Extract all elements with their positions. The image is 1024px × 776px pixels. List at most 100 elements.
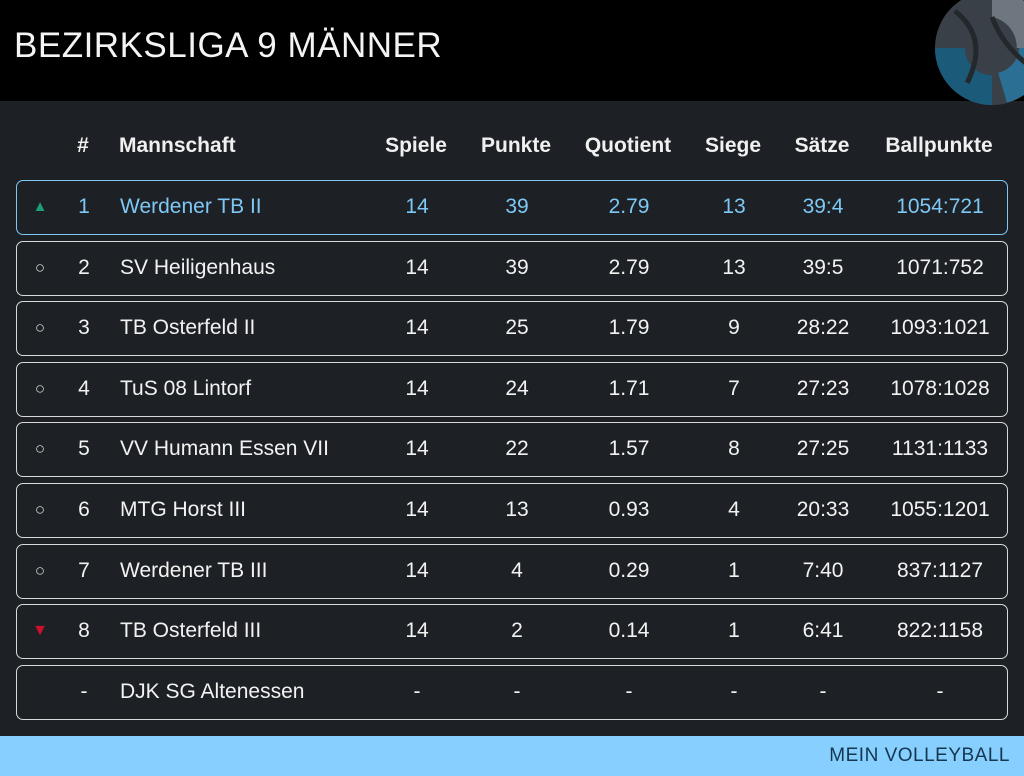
neutral-circle-icon: ○ [34,257,46,277]
ballpoints-cell: 1055:1201 [890,498,990,521]
sets-cell: 28:22 [796,316,850,340]
header-bar: BEZIRKSLIGA 9 MÄNNER [0,0,1024,106]
sets-cell: 39:4 [802,195,844,218]
column-quotient-header: Quotient [584,134,672,157]
table-row[interactable]: ▼ 8 TB Osterfeld III 14 2 0.14 1 6:41 822:1158 [16,604,1008,660]
quotient-cell: - [625,679,633,703]
footer-bar: MEIN VOLLEYBALL [0,736,1024,776]
ballpoints-cell: 1093:1021 [890,316,990,340]
points-cell: 24 [505,376,529,400]
team-name-cell: SV Heiligenhaus [120,255,276,279]
ballpoints-cell: 837:1127 [896,558,984,582]
column-team-header: Mannschaft [119,134,236,157]
points-cell: - [513,679,521,703]
quotient-cell: 1.79 [608,316,650,340]
neutral-circle-icon: ○ [34,500,46,519]
rank-cell: 3 [78,316,90,340]
sets-cell: 27:23 [796,376,850,400]
sets-cell: 6:41 [802,619,844,643]
points-cell: 22 [505,437,529,461]
column-wins-header: Siege [704,134,762,157]
wins-cell: - [730,679,738,703]
ballpoints-cell: 1131:1133 [891,437,989,461]
neutral-circle-icon [25,674,55,710]
page-title: BEZIRKSLIGA 9 MÄNNER [14,26,443,65]
team-name-cell: Werdener TB III [120,558,268,582]
column-games-header: Spiele [385,134,447,157]
points-cell: 4 [511,558,523,582]
wins-cell: 9 [728,316,740,340]
neutral-circle-icon: ○ [34,318,46,338]
sets-cell: 27:25 [796,437,850,461]
table-row[interactable]: - DJK SG Altenessen - - - - - - [16,664,1008,720]
ballpoints-cell: - [936,679,944,703]
quotient-cell: 0.93 [608,498,650,521]
points-cell: 13 [505,498,529,521]
sets-cell: 20:33 [796,498,850,521]
rank-cell: 4 [78,376,90,400]
team-name-cell: DJK SG Altenessen [120,679,305,703]
sets-cell: 7:40 [802,558,844,582]
rank-cell: - [80,679,88,703]
games-cell: 14 [405,437,429,461]
table-row[interactable]: ○ 5 VV Humann Essen VII 14 22 1.57 8 27:25 1131:… [16,422,1008,478]
points-cell: 2 [511,619,523,643]
wins-cell: 4 [728,498,740,521]
neutral-circle-icon: ○ [34,560,46,580]
quotient-cell: 0.14 [608,619,650,643]
games-cell: 14 [405,498,429,521]
games-cell: 14 [405,619,429,643]
wins-cell: 13 [722,255,746,279]
table-row[interactable]: ○ 7 Werdener TB III 14 4 0.29 1 7:40 837:1127 [16,543,1008,599]
team-name-cell: Werdener TB II [120,195,262,218]
table-row[interactable]: ○ 4 TuS 08 Lintorf 14 24 1.71 7 27:23 1078:1028 [16,361,1008,417]
relegation-arrow-icon: ▼ [32,622,48,640]
table-row[interactable]: ○ 2 SV Heiligenhaus 14 39 2.79 13 39:5 1071:752 [16,240,1008,296]
ballpoints-cell: 822:1158 [896,619,984,643]
rank-cell: 5 [78,437,90,461]
games-cell: 14 [405,255,429,279]
games-cell: 14 [405,558,429,582]
ballpoints-cell: 1071:752 [896,255,984,279]
table-row[interactable]: ▲ 1 Werdener TB II 14 39 2.79 13 39:4 1054:721 [16,180,1008,235]
games-cell: 14 [405,376,429,400]
footer-brand: MEIN VOLLEYBALL [829,745,1010,766]
quotient-cell: 2.79 [608,195,650,218]
column-sets-header: Sätze [794,134,850,157]
table-header: # Mannschaft Spiele Punkte Quotient Sieg… [16,128,1008,164]
rank-cell: 8 [78,619,90,643]
ballpoints-cell: 1054:721 [896,195,984,218]
points-cell: 39 [505,195,529,218]
rank-cell: 7 [78,558,90,582]
rank-cell: 6 [78,498,90,521]
quotient-cell: 1.71 [608,376,650,400]
team-name-cell: MTG Horst III [120,498,246,521]
quotient-cell: 0.29 [608,558,650,582]
wins-cell: 13 [722,195,746,218]
games-cell: 14 [405,316,429,340]
team-name-cell: VV Humann Essen VII [120,437,329,461]
table-row[interactable]: ○ 3 TB Osterfeld II 14 25 1.79 9 28:22 1093:1021 [16,301,1008,357]
volleyball-icon [934,0,1024,106]
wins-cell: 8 [728,437,740,461]
sets-cell: - [819,679,827,703]
table-row[interactable]: ○ 6 MTG Horst III 14 13 0.93 4 20:33 1055:1201 [16,483,1008,538]
games-cell: 14 [405,195,429,218]
rank-cell: 2 [78,255,90,279]
wins-cell: 1 [728,619,740,643]
promotion-arrow-icon: ▲ [32,198,48,215]
team-name-cell: TB Osterfeld II [120,316,256,340]
quotient-cell: 1.57 [608,437,650,461]
column-ballpoints-header: Ballpunkte [885,134,993,157]
ballpoints-cell: 1078:1028 [890,376,990,400]
wins-cell: 7 [728,376,740,400]
column-rank-header: # [77,134,89,157]
neutral-circle-icon: ○ [34,439,46,459]
points-cell: 39 [505,255,529,279]
points-cell: 25 [505,316,529,340]
team-name-cell: TB Osterfeld III [120,619,262,643]
quotient-cell: 2.79 [608,255,650,279]
sets-cell: 39:5 [802,255,844,279]
column-points-header: Punkte [480,134,551,157]
rank-cell: 1 [78,195,90,218]
